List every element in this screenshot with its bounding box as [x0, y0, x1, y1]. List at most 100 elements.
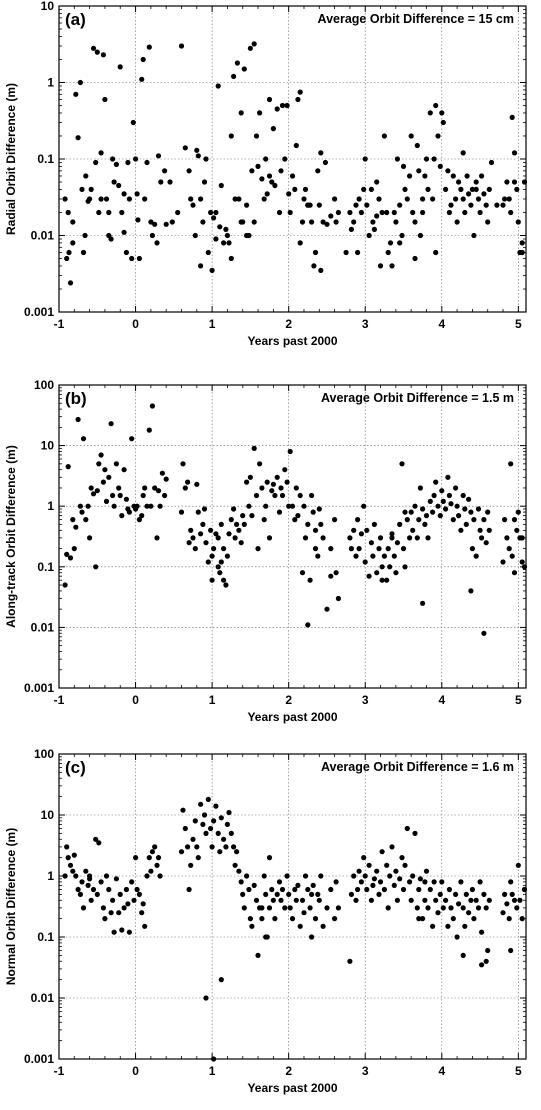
data-point [270, 126, 276, 132]
data-point [282, 156, 288, 162]
data-point [198, 196, 204, 202]
data-point [483, 540, 489, 546]
data-point [162, 168, 168, 174]
data-point [247, 45, 253, 51]
data-point [93, 159, 99, 166]
data-point [261, 196, 267, 202]
data-point [453, 196, 459, 202]
data-point [417, 876, 423, 882]
data-point [430, 923, 436, 929]
data-point [110, 492, 116, 499]
data-point [213, 209, 219, 216]
data-point [77, 79, 83, 86]
data-point [117, 64, 123, 70]
data-point [231, 73, 237, 79]
data-point [506, 916, 512, 922]
data-point [228, 517, 234, 523]
data-point [136, 255, 142, 262]
data-point [274, 106, 280, 112]
data-point [393, 570, 399, 576]
data-point [394, 156, 400, 162]
data-point [224, 553, 230, 559]
data-point [198, 531, 204, 537]
data-point [425, 186, 431, 192]
data-point [65, 855, 71, 861]
x-tick-label: 5 [515, 317, 522, 331]
data-point [494, 202, 500, 208]
data-point [163, 221, 169, 227]
data-point [102, 467, 108, 473]
data-point [410, 527, 416, 533]
data-point [73, 91, 79, 97]
data-point [485, 947, 491, 954]
data-point [251, 41, 257, 47]
data-point [73, 524, 79, 530]
data-point [348, 891, 354, 897]
data-point [437, 513, 443, 519]
data-point [391, 553, 397, 559]
data-point [460, 150, 466, 156]
data-point [236, 527, 242, 533]
panel-label: (c) [65, 758, 86, 777]
data-point [140, 492, 146, 499]
data-point [119, 513, 125, 519]
data-point [333, 219, 339, 225]
data-point [201, 506, 208, 512]
data-point [328, 546, 334, 552]
data-point [232, 862, 238, 868]
x-tick-label: 4 [438, 317, 445, 331]
data-point [295, 96, 301, 103]
data-point [453, 485, 459, 491]
data-point [217, 570, 223, 576]
data-point [178, 849, 185, 855]
x-axis-label: Years past 2000 [247, 1081, 337, 1095]
data-point [318, 873, 324, 879]
data-point [226, 809, 232, 816]
data-point [286, 191, 292, 197]
data-point [307, 905, 313, 911]
data-point [213, 236, 219, 242]
data-point [117, 891, 123, 897]
data-point [96, 209, 102, 216]
data-point [368, 186, 374, 192]
data-point [175, 209, 181, 216]
data-point [93, 836, 99, 842]
data-point [292, 186, 298, 192]
data-point [462, 209, 468, 216]
data-point [234, 521, 240, 527]
data-point [468, 897, 474, 903]
data-point [483, 905, 489, 911]
x-tick-label: 4 [438, 693, 445, 707]
data-point [469, 886, 475, 893]
data-point [400, 886, 407, 893]
data-point [203, 540, 209, 546]
data-point [253, 897, 260, 903]
panel-b: -1 0 1 2 3 4 5 0.001 0.01 0.1 1 10 100 (b) Average Orb… [0, 370, 541, 740]
data-point [335, 905, 341, 911]
data-point [353, 897, 359, 903]
data-point [190, 535, 196, 541]
data-point [371, 521, 377, 527]
data-point [90, 45, 97, 51]
data-point [139, 910, 145, 916]
data-point [368, 540, 374, 546]
data-point [205, 559, 211, 565]
data-point [462, 923, 468, 929]
data-point [278, 897, 284, 903]
data-point [404, 196, 410, 202]
data-point [324, 606, 330, 612]
data-point [358, 209, 364, 216]
data-point [471, 916, 477, 922]
x-axis-label: Years past 2000 [247, 710, 337, 724]
data-point [228, 830, 234, 836]
data-point [458, 186, 464, 192]
data-point [301, 910, 307, 916]
data-point [475, 905, 482, 911]
data-point [364, 527, 370, 533]
data-point [324, 221, 330, 227]
data-point [255, 546, 261, 552]
data-point [309, 891, 315, 897]
data-point [135, 217, 141, 223]
data-point [287, 448, 293, 455]
data-point [514, 527, 520, 533]
